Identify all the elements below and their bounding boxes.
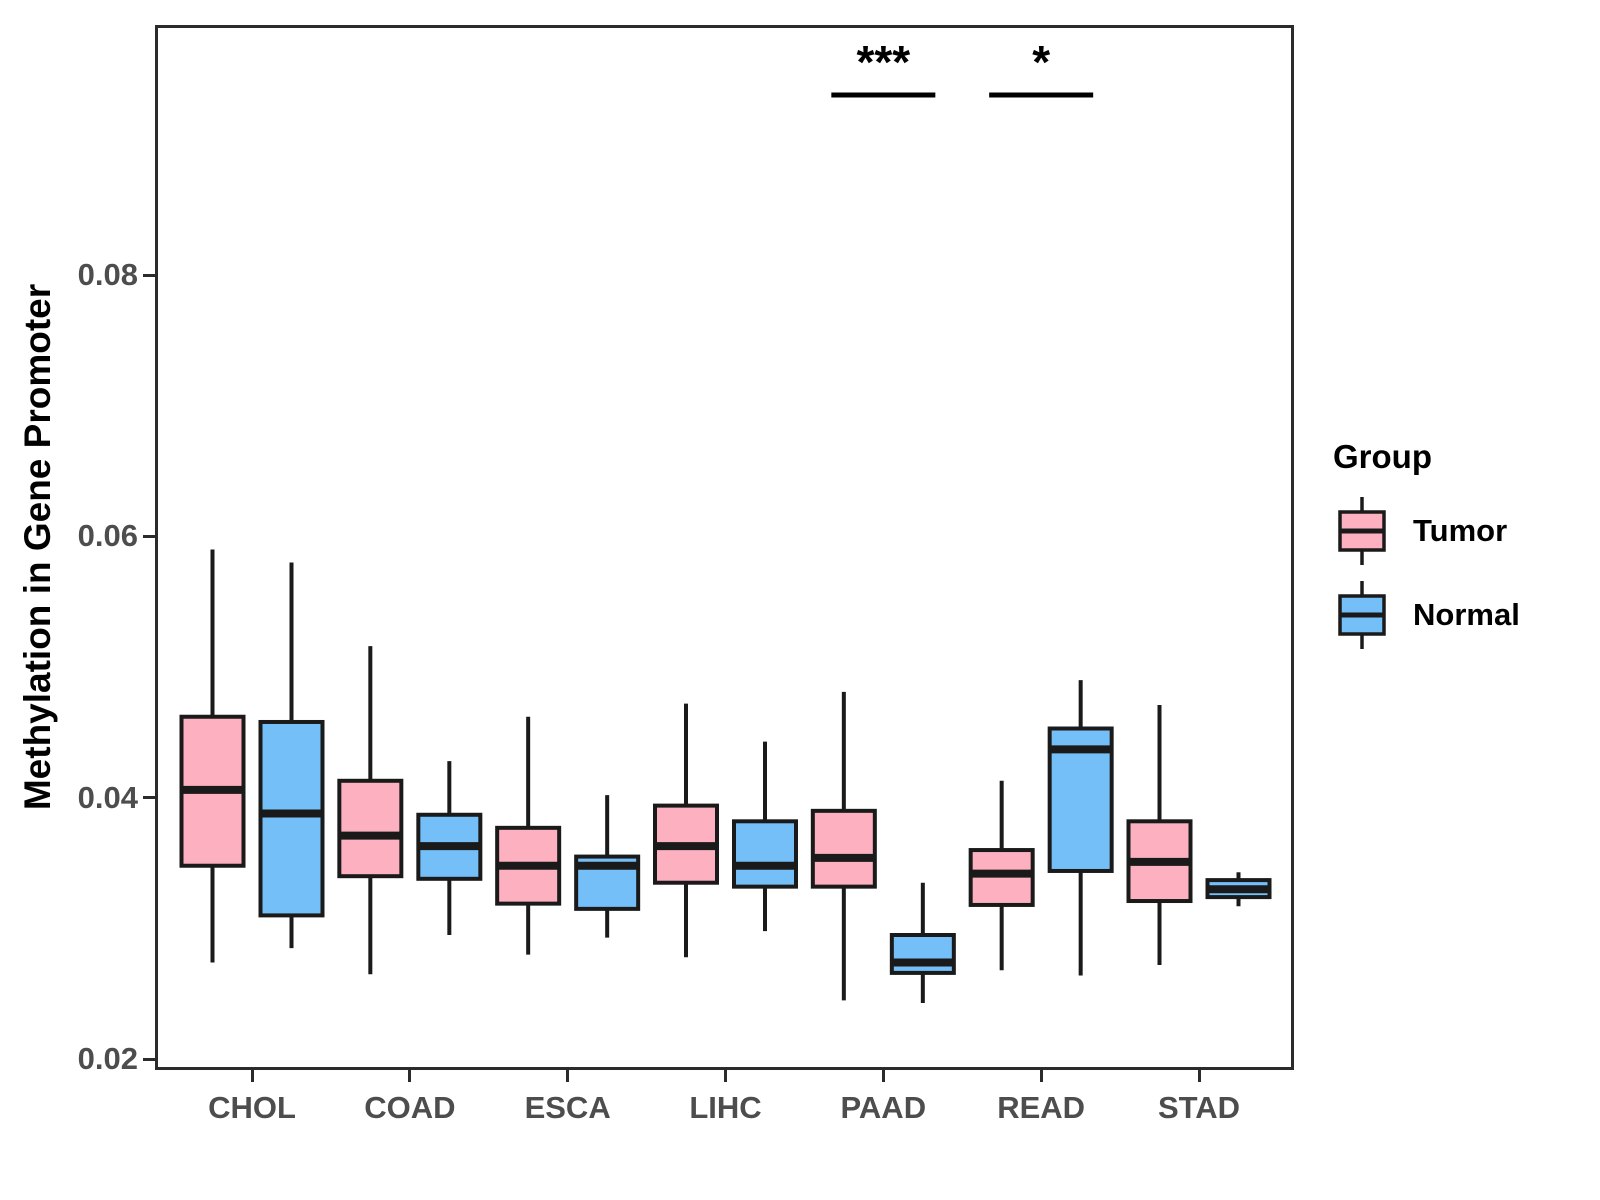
x-tick-mark	[881, 1070, 885, 1082]
x-tick-mark	[1039, 1070, 1043, 1082]
legend: Group Tumor Normal	[1333, 438, 1520, 662]
box-tumor-PAAD	[810, 808, 877, 889]
significance-label-read: *	[1032, 36, 1050, 88]
x-tick-mark	[408, 1070, 412, 1082]
legend-item-normal: Normal	[1333, 578, 1520, 652]
legend-item-tumor: Tumor	[1333, 494, 1520, 568]
legend-item-label: Normal	[1413, 597, 1520, 632]
x-tick-label-STAD: STAD	[1157, 1090, 1241, 1125]
legend-title: Group	[1333, 438, 1432, 475]
y-tick-label-0.02: 0.02	[77, 1041, 138, 1077]
legend-item-label: Tumor	[1413, 513, 1508, 548]
x-tick-label-CHOL: CHOL	[208, 1090, 296, 1125]
y-tick-label-0.08: 0.08	[77, 257, 138, 292]
boxplot-glyph-icon	[1338, 581, 1386, 649]
y-tick-mark	[143, 534, 155, 538]
x-tick-label-READ: READ	[997, 1090, 1086, 1125]
x-tick-label-ESCA: ESCA	[524, 1090, 611, 1125]
y-tick-label-0.06: 0.06	[77, 518, 138, 554]
significance-label-paad: ***	[856, 36, 910, 88]
box-normal-CHOL	[258, 719, 325, 918]
plot-area-svg: *** *	[179, 36, 1272, 1003]
x-tick-label-PAAD: PAAD	[840, 1090, 927, 1125]
x-tick-mark	[250, 1070, 254, 1082]
x-tick-label-LIHC: LIHC	[689, 1090, 762, 1125]
x-tick-mark	[566, 1070, 570, 1082]
y-tick-mark	[143, 1057, 155, 1061]
y-tick-mark	[143, 273, 155, 277]
box-tumor-COAD	[337, 778, 404, 879]
boxplot-glyph-icon	[1338, 497, 1386, 565]
x-tick-mark	[1197, 1070, 1201, 1082]
plot-panel: *** *	[155, 25, 1294, 1070]
box-normal-PAAD	[889, 933, 956, 975]
x-tick-mark	[724, 1070, 727, 1082]
y-tick-label-0.04: 0.04	[77, 779, 138, 815]
legend-items: Tumor Normal	[1333, 494, 1520, 662]
box-normal-LIHC	[732, 819, 798, 889]
x-tick-label-COAD: COAD	[364, 1090, 456, 1125]
y-tick-mark	[143, 796, 155, 800]
